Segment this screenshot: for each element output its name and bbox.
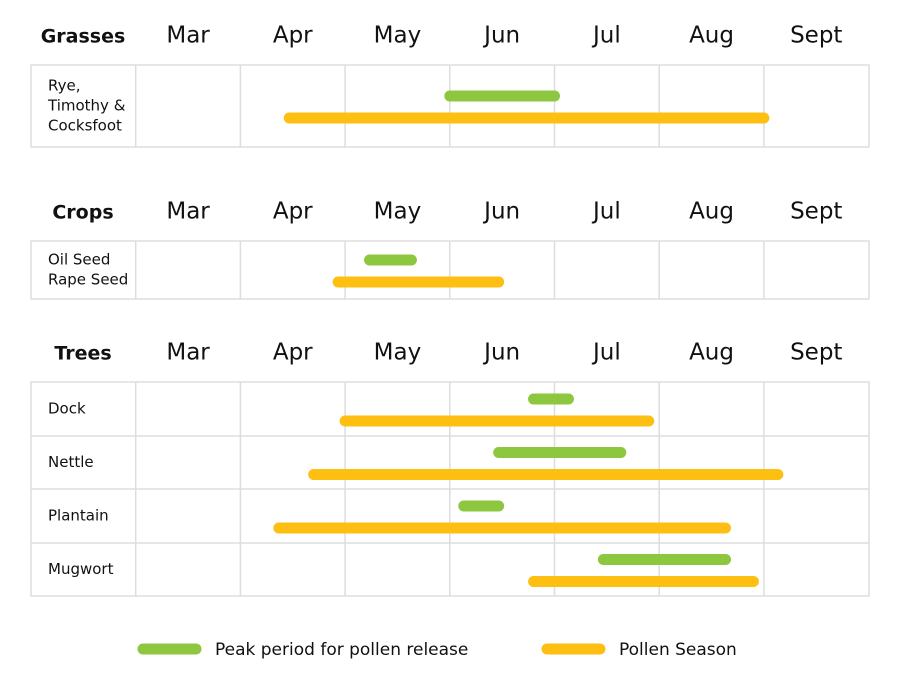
month-label: Apr [273,340,313,366]
section-title-trees: Trees [54,343,111,365]
section-title-crops: Crops [52,202,113,224]
month-label: Jun [482,199,520,225]
month-label: Jun [482,23,520,49]
row-label: Mugwort [48,560,114,578]
month-label: Mar [166,340,210,366]
row-label: Rye, [48,77,80,95]
legend-label-season: Pollen Season [619,640,737,660]
month-label: Aug [689,340,734,366]
row-label: Rape Seed [48,271,128,289]
month-label: Sept [790,340,842,366]
month-label: Sept [790,23,842,49]
month-label: Aug [689,23,734,49]
month-label: Mar [166,199,210,225]
month-label: Jul [591,340,621,366]
row-label: Nettle [48,453,94,471]
month-label: Jun [482,340,520,366]
row-label: Oil Seed [48,251,110,269]
row-label: Cocksfoot [48,117,122,135]
month-label: Sept [790,199,842,225]
section-title-grasses: Grasses [41,26,126,48]
month-label: May [374,340,422,366]
row-label: Dock [48,400,86,418]
row-label: Plantain [48,507,109,525]
month-label: Mar [166,23,210,49]
month-label: May [374,23,422,49]
month-label: Aug [689,199,734,225]
row-label: Timothy & [47,97,126,115]
legend-label-peak: Peak period for pollen release [215,640,468,660]
month-label: Jul [591,23,621,49]
month-label: Apr [273,199,313,225]
month-label: Jul [591,199,621,225]
month-label: Apr [273,23,313,49]
month-label: May [374,199,422,225]
